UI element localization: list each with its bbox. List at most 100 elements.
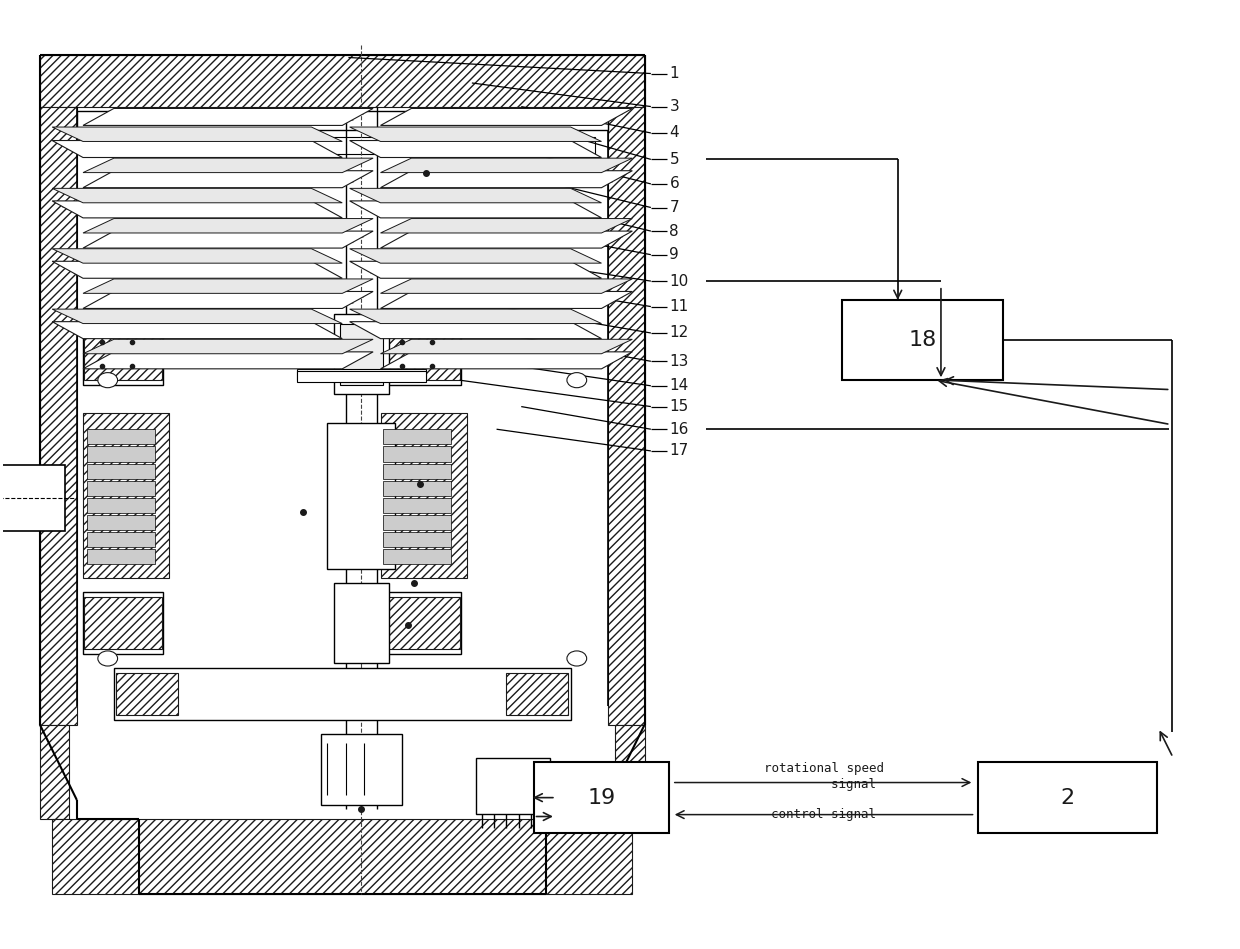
Text: 12: 12: [670, 326, 688, 341]
Bar: [114, 668, 570, 719]
Bar: [608, 106, 645, 724]
Bar: [381, 413, 467, 578]
Bar: [321, 734, 402, 805]
Bar: [506, 673, 568, 716]
Polygon shape: [52, 309, 342, 324]
Bar: [383, 514, 451, 530]
Bar: [381, 592, 461, 654]
Bar: [40, 724, 69, 819]
Bar: [383, 532, 451, 547]
Bar: [52, 819, 632, 894]
Text: 8: 8: [670, 224, 680, 238]
Polygon shape: [381, 158, 632, 173]
Bar: [476, 757, 549, 814]
Circle shape: [567, 651, 587, 666]
Polygon shape: [350, 127, 601, 141]
Bar: [334, 583, 389, 663]
Text: 15: 15: [670, 400, 688, 414]
Bar: [382, 597, 460, 649]
Polygon shape: [350, 249, 601, 263]
Bar: [0, 465, 64, 531]
Bar: [40, 55, 645, 106]
Bar: [383, 463, 451, 478]
Polygon shape: [83, 279, 373, 293]
Polygon shape: [350, 140, 601, 158]
Bar: [84, 328, 162, 381]
Polygon shape: [350, 309, 601, 324]
Bar: [87, 429, 155, 444]
Circle shape: [567, 373, 587, 388]
Bar: [383, 497, 451, 512]
Polygon shape: [83, 352, 373, 369]
Polygon shape: [52, 140, 342, 158]
Bar: [87, 514, 155, 530]
Polygon shape: [52, 127, 342, 141]
Polygon shape: [83, 340, 373, 354]
Bar: [382, 328, 460, 381]
Polygon shape: [381, 218, 632, 233]
Bar: [615, 724, 645, 819]
Bar: [84, 597, 162, 649]
Polygon shape: [381, 279, 632, 293]
Bar: [340, 324, 383, 385]
Text: 2: 2: [1060, 788, 1075, 808]
Bar: [978, 762, 1157, 833]
Text: 5: 5: [670, 152, 680, 167]
Bar: [381, 324, 461, 385]
Bar: [83, 324, 164, 385]
Circle shape: [98, 651, 118, 666]
Polygon shape: [83, 218, 373, 233]
Polygon shape: [83, 291, 373, 308]
Polygon shape: [381, 232, 632, 248]
Bar: [87, 497, 155, 512]
Polygon shape: [381, 171, 632, 188]
Bar: [296, 369, 427, 381]
Bar: [83, 413, 170, 578]
Polygon shape: [52, 261, 342, 278]
Circle shape: [98, 373, 118, 388]
Bar: [383, 446, 451, 461]
Text: 17: 17: [670, 443, 688, 458]
Bar: [327, 422, 396, 568]
Polygon shape: [381, 291, 632, 308]
Bar: [117, 673, 179, 716]
Bar: [83, 592, 164, 654]
Bar: [87, 446, 155, 461]
Polygon shape: [381, 108, 632, 125]
Bar: [87, 463, 155, 478]
Bar: [842, 300, 1003, 381]
Polygon shape: [52, 322, 342, 339]
Text: 16: 16: [670, 421, 688, 437]
Bar: [87, 480, 155, 495]
Polygon shape: [350, 322, 601, 339]
Bar: [77, 111, 608, 130]
Text: 3: 3: [670, 99, 680, 114]
Polygon shape: [83, 158, 373, 173]
Bar: [533, 762, 670, 833]
Text: 6: 6: [670, 177, 680, 192]
Polygon shape: [381, 340, 632, 354]
Text: 14: 14: [670, 379, 688, 393]
Bar: [87, 549, 155, 564]
Text: 13: 13: [670, 354, 688, 369]
Polygon shape: [52, 249, 342, 263]
Polygon shape: [350, 188, 601, 203]
Text: 10: 10: [670, 273, 688, 288]
Polygon shape: [83, 232, 373, 248]
Text: control signal: control signal: [771, 809, 877, 821]
Bar: [334, 314, 389, 394]
Polygon shape: [350, 261, 601, 278]
Text: 1: 1: [670, 66, 680, 81]
Text: rotational speed
        signal: rotational speed signal: [764, 762, 884, 791]
Bar: [296, 371, 427, 382]
Bar: [40, 106, 77, 724]
Text: 4: 4: [670, 125, 680, 140]
Text: 18: 18: [909, 330, 936, 350]
Polygon shape: [52, 188, 342, 203]
Text: 9: 9: [670, 247, 680, 262]
Bar: [87, 532, 155, 547]
Polygon shape: [52, 201, 342, 218]
Text: 7: 7: [670, 200, 680, 215]
Polygon shape: [381, 352, 632, 369]
Polygon shape: [83, 171, 373, 188]
